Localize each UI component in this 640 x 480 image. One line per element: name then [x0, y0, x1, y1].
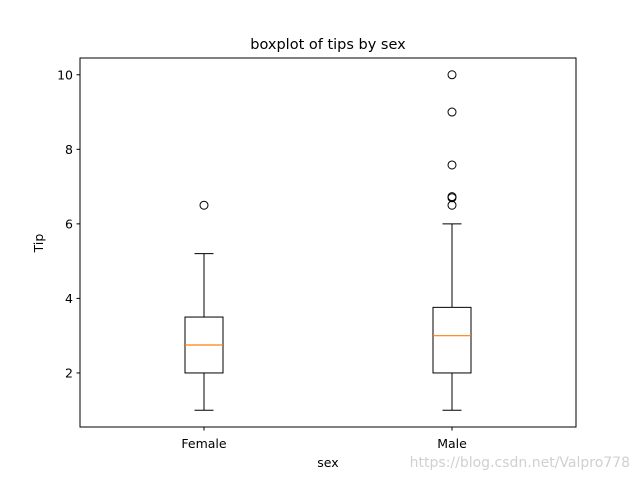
y-tick-label: 4 [65, 291, 73, 306]
outlier-point [199, 200, 209, 210]
outlier-point [447, 107, 457, 117]
y-tick-label: 10 [57, 67, 73, 82]
x-tick-label: Female [181, 436, 227, 451]
x-tick-label: Male [437, 436, 467, 451]
box-iqr [432, 306, 472, 374]
y-tick-label: 6 [65, 216, 73, 231]
y-tick-label: 8 [65, 142, 73, 157]
outlier-point [447, 160, 457, 170]
chart-title: boxplot of tips by sex [250, 37, 406, 53]
y-axis-label: Tip [31, 234, 46, 254]
outlier-point [447, 70, 457, 80]
plot-layer: 2 4 6 8 10 Female Male [57, 67, 472, 451]
outlier-point [447, 200, 457, 210]
watermark-text: https://blog.csdn.net/Valpro778 [410, 455, 630, 471]
y-tick-label: 2 [65, 365, 73, 380]
x-axis-label: sex [317, 455, 338, 470]
axes-frame [79, 57, 577, 428]
outlier-point [447, 192, 457, 202]
